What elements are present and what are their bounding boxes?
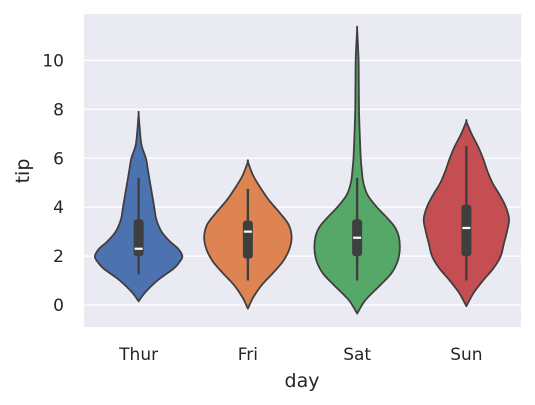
- violin-body: [313, 25, 401, 315]
- y-tick-label: 4: [53, 198, 64, 218]
- y-tick-label: 0: [53, 296, 64, 316]
- y-tick-label: 10: [42, 51, 64, 71]
- x-axis-title: day: [285, 370, 320, 392]
- y-tick-labels: 0 2 4 6 8 10: [42, 51, 64, 316]
- violin-iqr-box: [242, 220, 253, 259]
- x-tick-label: Sun: [450, 345, 482, 365]
- violin-thur: [93, 110, 184, 303]
- y-tick-label: 6: [53, 149, 64, 169]
- violin-sat: [313, 25, 401, 315]
- violin-iqr-box: [133, 219, 144, 257]
- violin-fri: [203, 159, 293, 310]
- violins: [93, 25, 510, 315]
- violin-sun: [422, 119, 510, 308]
- x-tick-label: Fri: [238, 345, 258, 365]
- y-tick-label: 2: [53, 247, 64, 267]
- x-tick-label: Thur: [118, 345, 158, 365]
- y-tick-label: 8: [53, 100, 64, 120]
- x-tick-labels: Thur Fri Sat Sun: [118, 345, 482, 365]
- violin-iqr-box: [461, 204, 472, 257]
- x-tick-label: Sat: [343, 345, 371, 365]
- y-axis-title: tip: [12, 159, 34, 184]
